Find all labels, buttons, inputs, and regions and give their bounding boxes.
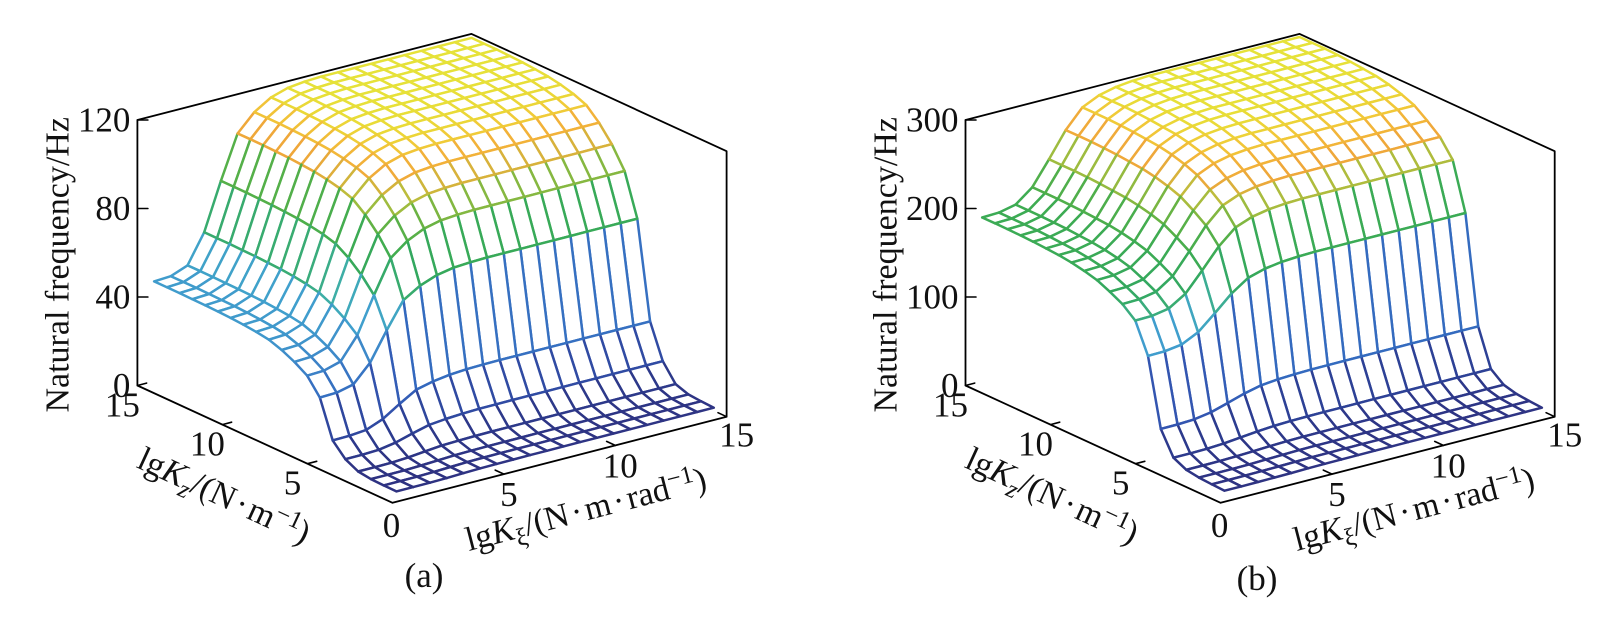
svg-text:Natural frequency/Hz: Natural frequency/Hz <box>39 117 76 412</box>
svg-text:5: 5 <box>500 475 518 514</box>
svg-text:5: 5 <box>1112 464 1130 503</box>
svg-text:10: 10 <box>1431 446 1466 485</box>
svg-text:0: 0 <box>113 366 131 405</box>
svg-text:5: 5 <box>284 464 302 503</box>
svg-text:0: 0 <box>1211 506 1229 545</box>
svg-text:40: 40 <box>95 278 130 317</box>
svg-text:10: 10 <box>190 425 225 464</box>
svg-text:0: 0 <box>383 506 401 545</box>
svg-text:0: 0 <box>941 366 959 405</box>
svg-text:200: 200 <box>906 189 959 228</box>
svg-text:100: 100 <box>906 278 959 317</box>
svg-text:15: 15 <box>719 416 754 455</box>
svg-text:15: 15 <box>933 386 968 425</box>
svg-text:5: 5 <box>1328 475 1346 514</box>
svg-text:300: 300 <box>906 101 959 140</box>
svg-text:80: 80 <box>95 189 130 228</box>
svg-text:15: 15 <box>1547 416 1582 455</box>
svg-text:15: 15 <box>105 386 140 425</box>
svg-text:Natural frequency/Hz: Natural frequency/Hz <box>868 117 905 412</box>
svg-text:120: 120 <box>78 101 131 140</box>
svg-text:(a): (a) <box>405 556 444 595</box>
svg-text:10: 10 <box>603 446 638 485</box>
svg-text:(b): (b) <box>1237 559 1278 598</box>
svg-text:10: 10 <box>1018 425 1053 464</box>
